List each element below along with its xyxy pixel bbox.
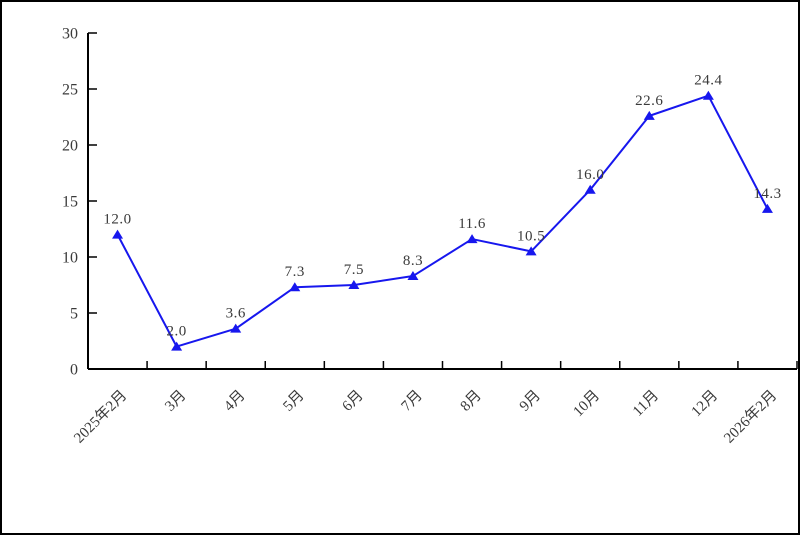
data-point-label: 3.6: [226, 306, 246, 322]
data-point-label: 16.0: [576, 167, 604, 183]
data-point-marker: [171, 341, 183, 351]
data-point-marker: [702, 90, 714, 100]
data-point-marker: [643, 110, 655, 120]
y-tick-label: 20: [62, 138, 78, 155]
data-point-label: 12.0: [103, 212, 131, 228]
y-tick-label: 5: [70, 306, 78, 323]
data-point-marker: [112, 229, 124, 239]
series-line: [116, 94, 769, 348]
y-tick-label: 30: [62, 26, 78, 43]
data-point-marker: [761, 203, 773, 213]
data-point-label: 10.5: [517, 228, 545, 244]
data-point-marker: [407, 271, 419, 281]
y-tick-label: 0: [70, 362, 78, 379]
y-tick-label: 15: [62, 194, 78, 211]
data-point-marker: [230, 323, 242, 333]
data-point-label: 2.0: [167, 324, 187, 340]
data-point-marker: [584, 184, 596, 194]
data-point-label: 8.3: [403, 253, 423, 269]
data-point-marker: [348, 280, 360, 289]
data-point-label: 11.6: [458, 216, 486, 232]
y-tick-label: 25: [62, 82, 78, 99]
data-point-label: 14.3: [753, 186, 781, 202]
data-point-label: 24.4: [694, 73, 722, 89]
data-point-marker: [466, 234, 478, 244]
data-point-marker: [289, 282, 301, 292]
data-point-label: 7.3: [285, 264, 305, 280]
y-tick-label: 10: [62, 250, 78, 267]
data-point-label: 7.5: [344, 262, 364, 278]
data-point-marker: [525, 246, 537, 256]
data-point-label: 22.6: [635, 93, 663, 109]
